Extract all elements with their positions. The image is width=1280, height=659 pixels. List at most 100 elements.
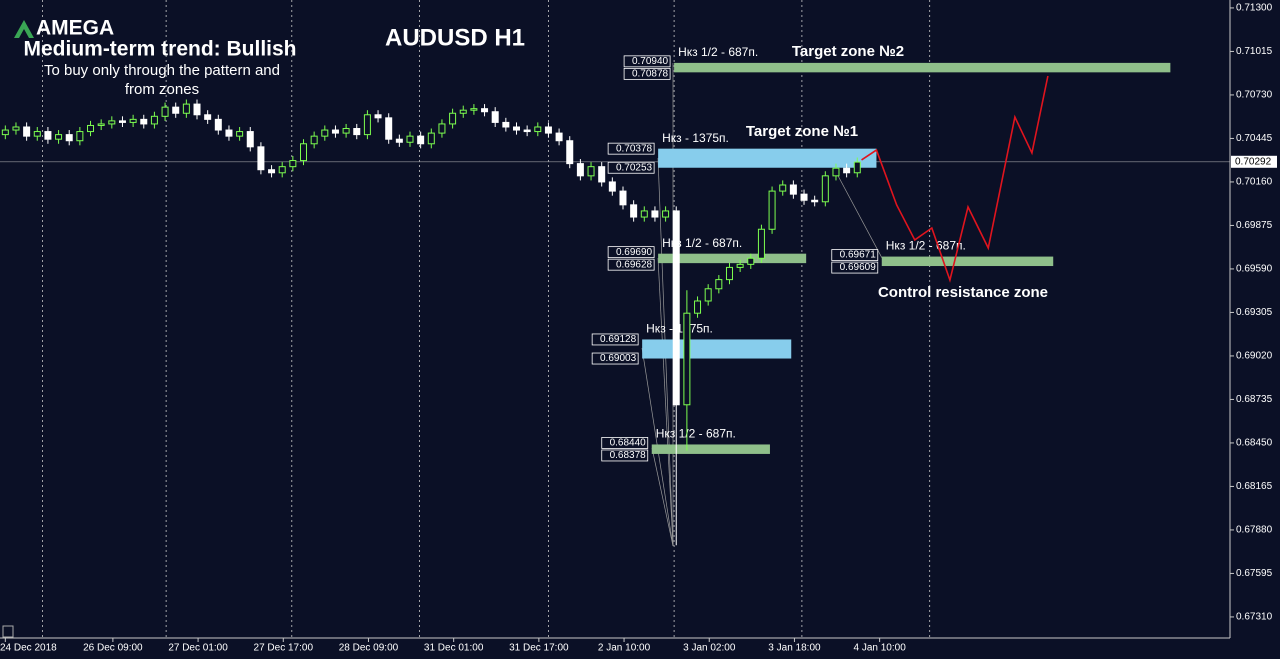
zone-price-box xyxy=(601,449,649,462)
candle-body xyxy=(768,190,776,230)
candle-body xyxy=(204,114,212,120)
note-line: To buy only through the pattern and xyxy=(44,62,280,79)
zone xyxy=(674,62,1171,73)
candle-body xyxy=(651,210,659,218)
candle-body xyxy=(257,146,265,171)
chart-title: AUDUSD H1 xyxy=(385,24,525,51)
zone-price-box xyxy=(607,246,655,259)
zone-price-label: 0.70378 xyxy=(616,143,653,154)
y-tick-label: 0.68735 xyxy=(1236,394,1273,405)
zone-price-box xyxy=(623,55,671,68)
zone-price-box xyxy=(607,161,655,174)
candle-body xyxy=(161,106,169,117)
candle-body xyxy=(278,166,286,174)
candle-body xyxy=(289,160,297,168)
candle-body xyxy=(321,129,329,137)
candle-body xyxy=(300,143,308,162)
zone xyxy=(658,253,807,264)
candle-body xyxy=(587,166,595,177)
zone-price-box xyxy=(607,142,655,155)
candle-body xyxy=(523,129,531,133)
help-box[interactable] xyxy=(2,625,14,638)
x-tick-label: 3 Jan 18:00 xyxy=(768,643,821,654)
candle-body xyxy=(566,140,574,165)
candle-body xyxy=(598,166,606,183)
y-tick-label: 0.69590 xyxy=(1236,264,1273,275)
candle-body xyxy=(619,190,627,206)
y-tick-label: 0.68450 xyxy=(1236,438,1273,449)
y-tick-label: 0.69875 xyxy=(1236,220,1273,231)
x-tick-label: 24 Dec 2018 xyxy=(0,643,57,654)
candle-body xyxy=(406,135,414,143)
candle-body xyxy=(725,266,733,281)
zone-title: Control resistance zone xyxy=(878,284,1048,301)
candle-body xyxy=(544,126,552,134)
x-tick-label: 28 Dec 09:00 xyxy=(339,643,399,654)
candle-body xyxy=(76,131,84,142)
zone-name: Нкз 1/2 - 687п. xyxy=(656,427,736,441)
zone-title: Target zone №1 xyxy=(746,123,858,140)
candle-body xyxy=(108,120,116,125)
candle-body xyxy=(214,118,222,131)
last-price-box xyxy=(1231,155,1277,168)
candle-body xyxy=(683,312,691,406)
candle-body xyxy=(172,106,180,114)
candle-body xyxy=(193,103,201,116)
candle-body xyxy=(821,175,829,203)
candle-body xyxy=(449,112,457,125)
x-tick-label: 26 Dec 09:00 xyxy=(83,643,143,654)
candle-body xyxy=(87,124,95,133)
candle-body xyxy=(182,103,190,114)
y-tick-label: 0.70160 xyxy=(1236,177,1273,188)
candle-body xyxy=(630,204,638,218)
candle-body xyxy=(576,163,584,177)
zone-price-box xyxy=(591,333,639,346)
candle-body xyxy=(331,129,339,134)
candle-body xyxy=(65,134,73,142)
candle-body xyxy=(353,128,361,136)
zone-price-label: 0.70940 xyxy=(632,56,669,67)
zone-price-label: 0.69628 xyxy=(616,259,653,270)
candle-body xyxy=(395,138,403,143)
candle-body xyxy=(236,131,244,137)
candle-body xyxy=(757,228,765,259)
candle-body xyxy=(555,132,563,142)
candle-body xyxy=(662,210,670,218)
y-tick-label: 0.68165 xyxy=(1236,481,1273,492)
candle-body xyxy=(491,111,499,123)
candle-body xyxy=(140,118,148,125)
candle-body xyxy=(438,123,446,134)
zone xyxy=(642,339,792,359)
candle-body xyxy=(534,126,542,133)
zone-price-box xyxy=(601,437,649,449)
candle-body xyxy=(832,167,840,177)
logo: AMEGA xyxy=(36,17,114,40)
note-line: from zones xyxy=(125,81,199,98)
zone-price-label: 0.69609 xyxy=(840,262,877,273)
zone-price-label: 0.69671 xyxy=(840,250,877,261)
candle-body xyxy=(779,184,787,192)
candle-body xyxy=(225,129,233,137)
candle-body xyxy=(715,279,723,290)
candle-body xyxy=(747,257,755,265)
zone xyxy=(881,256,1054,267)
candle-body xyxy=(672,210,680,406)
x-tick-label: 31 Dec 01:00 xyxy=(424,643,484,654)
candle-body xyxy=(640,210,648,218)
candle-body xyxy=(33,131,41,137)
zone-price-label: 0.69690 xyxy=(616,247,653,258)
y-tick-label: 0.69020 xyxy=(1236,351,1273,362)
candle-body xyxy=(268,169,276,174)
candle-body xyxy=(1,129,9,136)
candle-body xyxy=(843,167,851,174)
y-tick-label: 0.67310 xyxy=(1236,612,1273,623)
zone-name: Нкз 1/2 - 687п. xyxy=(662,236,742,250)
zone-price-box xyxy=(831,261,879,274)
forecast-line xyxy=(861,75,1049,283)
y-tick-label: 0.71300 xyxy=(1236,3,1273,14)
candle-body xyxy=(694,300,702,314)
